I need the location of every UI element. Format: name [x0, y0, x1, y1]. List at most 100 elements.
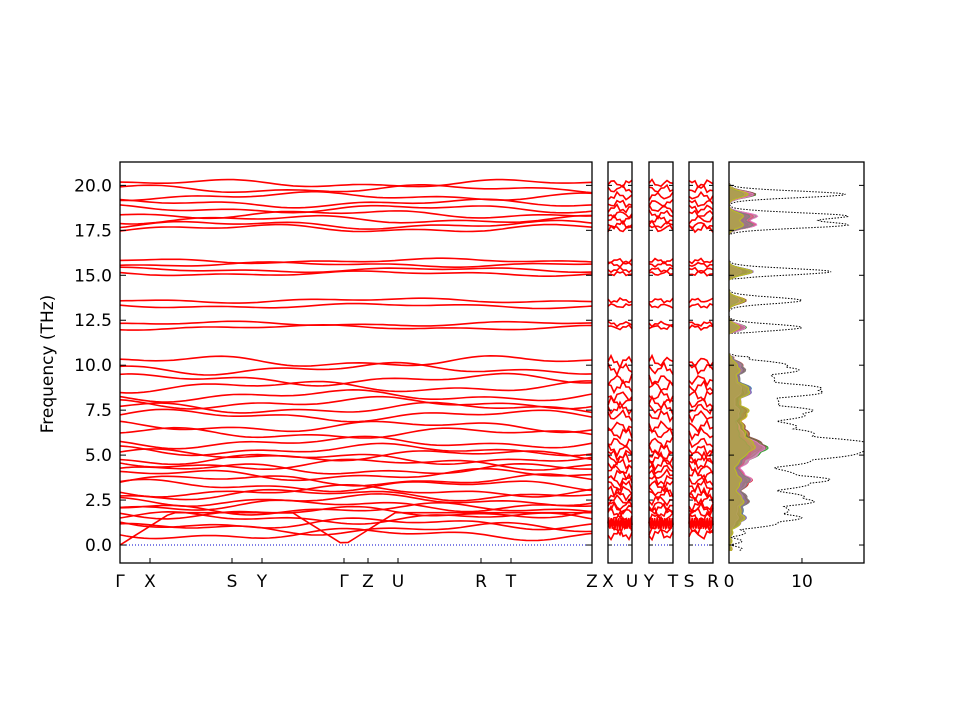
band-line — [607, 190, 633, 201]
panel-frames — [119, 161, 865, 564]
band-line — [648, 198, 674, 208]
y-tick-label: 5.0 — [85, 446, 112, 466]
x-tick-label: Y — [256, 572, 268, 592]
band-line — [688, 221, 714, 230]
band-line — [119, 462, 592, 475]
band-line — [119, 372, 593, 387]
band-line — [607, 373, 633, 386]
band-line — [119, 354, 593, 367]
band-line — [688, 486, 714, 503]
band-line — [119, 261, 593, 268]
x-tick-label: X — [602, 572, 614, 592]
band-line — [648, 379, 674, 392]
band-line — [607, 353, 633, 370]
y-tick-label: 17.5 — [74, 221, 112, 241]
band-line — [688, 473, 714, 486]
band-line — [607, 391, 633, 404]
band-line — [648, 444, 674, 457]
band-line — [607, 449, 633, 462]
band-line — [119, 380, 592, 394]
band-line — [648, 506, 674, 519]
band-line — [119, 453, 593, 466]
x-tick-label: Y — [643, 572, 655, 592]
band-line — [648, 436, 674, 450]
band-line — [119, 505, 593, 520]
band-line — [648, 474, 674, 486]
band-line — [119, 442, 593, 457]
band-line — [688, 523, 714, 536]
band-curves — [119, 178, 714, 546]
band-line — [607, 320, 633, 328]
band-line — [648, 270, 674, 276]
band-line — [648, 496, 673, 507]
band-line — [607, 469, 633, 482]
x-tick-label: S — [227, 572, 238, 592]
band-panel-frame — [607, 161, 633, 564]
band-line — [648, 260, 674, 268]
band-line — [688, 418, 714, 434]
y-axis-label: Frequency (THz) — [38, 295, 58, 434]
axis-ticks: 0.02.55.07.510.012.515.017.520.0Γ X S Y Γ Z U R… — [74, 176, 864, 592]
band-line — [648, 450, 674, 467]
band-line — [688, 222, 714, 234]
band-line — [648, 468, 674, 479]
x-tick-label: Γ — [115, 572, 125, 592]
band-line — [119, 517, 593, 531]
band-line — [648, 501, 674, 516]
band-line — [119, 473, 593, 487]
x-tick-label: Z — [586, 572, 598, 592]
band-line — [648, 183, 674, 193]
y-tick-label: 15.0 — [74, 266, 112, 286]
band-line — [688, 379, 714, 393]
x-tick-label: T — [667, 572, 679, 592]
band-line — [119, 361, 593, 376]
band-line — [119, 511, 592, 546]
x-tick-label: U — [392, 572, 404, 592]
x-tick-label: T — [505, 572, 517, 592]
band-line — [607, 303, 633, 309]
band-line — [648, 204, 674, 214]
band-line — [688, 184, 714, 194]
band-line — [119, 502, 593, 516]
band-line — [648, 360, 674, 375]
band-line — [607, 421, 633, 434]
band-line — [648, 374, 674, 386]
band-line — [648, 480, 674, 493]
band-line — [648, 456, 674, 472]
band-line — [607, 323, 633, 331]
y-tick-label: 0.0 — [85, 536, 112, 556]
band-line — [648, 512, 674, 524]
band-line — [648, 501, 674, 513]
band-line — [688, 444, 714, 457]
x-tick-label: Γ — [339, 572, 349, 592]
band-line — [688, 321, 714, 327]
band-line — [648, 515, 674, 532]
band-line — [119, 521, 593, 536]
y-tick-label: 2.5 — [85, 491, 112, 511]
band-line — [607, 270, 633, 277]
band-line — [688, 375, 714, 387]
band-line — [688, 497, 714, 513]
band-line — [119, 401, 593, 414]
band-line — [607, 526, 633, 542]
band-line — [688, 466, 714, 483]
dos-panel-frame — [728, 161, 865, 564]
band-line — [119, 210, 593, 220]
band-line — [688, 397, 714, 409]
band-line — [119, 270, 593, 277]
band-line — [119, 266, 593, 274]
band-line — [648, 178, 674, 188]
dos-x-tick-label: 10 — [791, 572, 813, 592]
band-line — [648, 353, 674, 367]
band-line — [688, 510, 714, 526]
band-line — [688, 462, 714, 477]
band-line — [119, 395, 593, 410]
x-tick-label: X — [144, 572, 156, 592]
band-line — [119, 499, 593, 513]
band-line — [607, 485, 633, 498]
x-tick-label: U — [626, 572, 638, 592]
band-line — [119, 435, 593, 450]
band-line — [607, 479, 633, 492]
band-line — [607, 458, 633, 470]
dos-curves — [728, 176, 865, 551]
